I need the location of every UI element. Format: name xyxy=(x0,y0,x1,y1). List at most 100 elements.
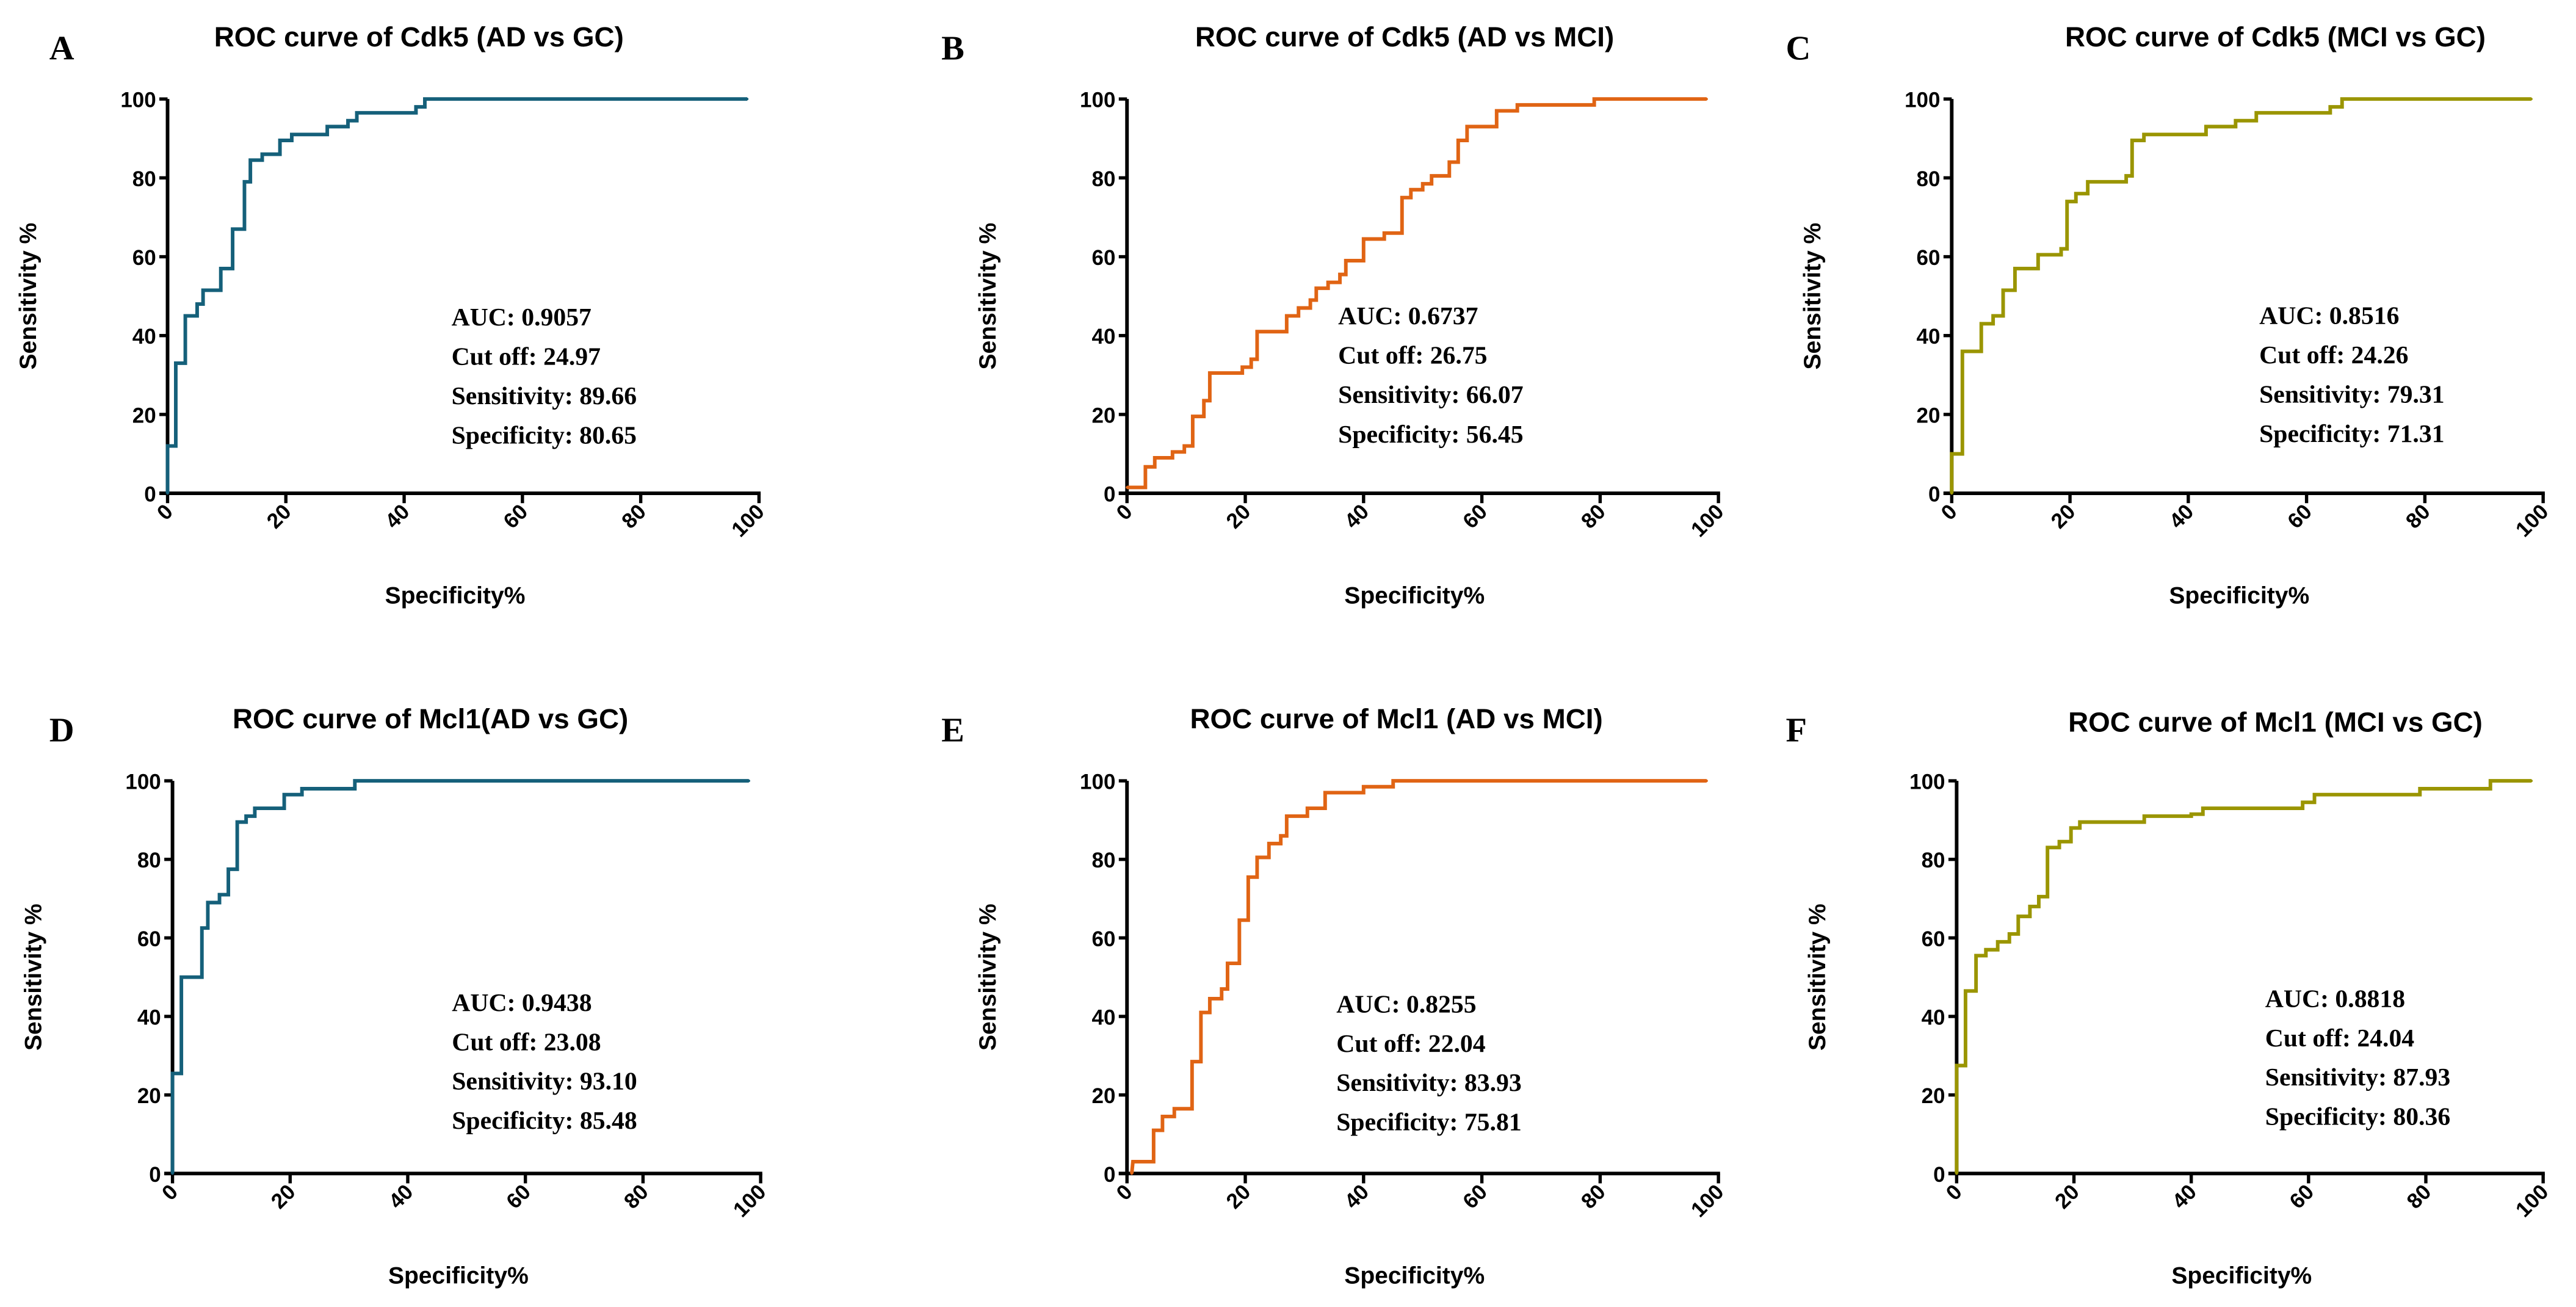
roc-point xyxy=(174,444,178,447)
x-tick-label: 80 xyxy=(1577,499,1610,533)
roc-point xyxy=(2017,914,2020,918)
roc-point xyxy=(278,139,281,142)
roc-point xyxy=(226,867,230,871)
x-tick-label: 60 xyxy=(499,499,532,533)
roc-point xyxy=(1238,919,1241,922)
y-tick-label: 20 xyxy=(137,1084,161,1108)
roc-point xyxy=(325,125,329,128)
roc-point xyxy=(2340,98,2343,101)
stat-annotation: Cut off: 24.26 xyxy=(2259,341,2408,369)
roc-point xyxy=(1984,948,1988,951)
x-tick-label: 80 xyxy=(1577,1180,1610,1214)
roc-point xyxy=(1246,875,1250,878)
x-tick-label: 0 xyxy=(1112,499,1137,524)
x-tick-label: 0 xyxy=(157,1180,183,1205)
y-tick-label: 40 xyxy=(132,325,156,349)
y-tick-label: 80 xyxy=(132,167,156,191)
roc-point xyxy=(1199,1060,1203,1063)
roc-point xyxy=(2074,192,2077,195)
roc-point xyxy=(253,814,256,818)
roc-point xyxy=(195,302,199,306)
roc-point xyxy=(1203,399,1206,402)
stat-annotation: Cut off: 24.04 xyxy=(2265,1024,2415,1052)
roc-point xyxy=(2201,813,2205,816)
roc-point xyxy=(2074,200,2077,203)
roc-point xyxy=(261,153,264,156)
roc-point xyxy=(1306,814,1309,818)
roc-point xyxy=(2419,793,2422,796)
roc-point xyxy=(2190,813,2193,816)
stat-annotation: Specificity: 80.65 xyxy=(452,422,637,450)
x-tick-label: 40 xyxy=(2168,1180,2201,1214)
roc-point xyxy=(1306,806,1309,810)
roc-point xyxy=(355,111,358,114)
y-tick-label: 0 xyxy=(1933,1163,1945,1187)
x-tick-label: 100 xyxy=(2511,1180,2553,1222)
roc-point xyxy=(2028,914,2031,918)
roc-point xyxy=(2058,840,2061,843)
roc-point xyxy=(2234,125,2237,128)
stat-annotation: AUC: 0.6737 xyxy=(1338,302,1478,330)
roc-point xyxy=(1208,371,1212,375)
roc-point xyxy=(2204,133,2208,136)
roc-point xyxy=(1996,940,1999,943)
roc-point xyxy=(1326,281,1330,284)
roc-point xyxy=(2086,180,2089,183)
roc-point xyxy=(219,267,222,270)
roc-panel-f: F ROC curve of Mcl1 (MCI vs GC) 0 20 40 60 80 1… xyxy=(1785,706,2553,1289)
roc-point xyxy=(1256,875,1259,878)
x-tick-label: 80 xyxy=(620,1180,653,1214)
x-tick-label: 60 xyxy=(2283,499,2317,533)
roc-point xyxy=(2046,846,2049,849)
stat-annotation: Sensitivity: 83.93 xyxy=(1336,1069,1522,1097)
roc-point xyxy=(2046,895,2049,898)
roc-point xyxy=(353,787,356,791)
roc-point xyxy=(1190,1060,1193,1063)
roc-point xyxy=(1220,997,1223,1001)
roc-point xyxy=(1315,299,1318,302)
chart-title: ROC curve of Mcl1 (MCI vs GC) xyxy=(2068,706,2483,737)
stat-annotation: AUC: 0.9057 xyxy=(452,303,592,331)
x-axis-label: Specificity% xyxy=(388,1263,529,1289)
roc-point xyxy=(174,361,178,365)
roc-point xyxy=(1267,856,1270,859)
x-axis-label: Specificity% xyxy=(1344,1263,1485,1289)
y-axis-label: Sensitivity % xyxy=(1800,223,1826,370)
roc-point xyxy=(1256,856,1259,859)
x-tick-label: 20 xyxy=(262,499,296,533)
roc-point xyxy=(2037,905,2041,908)
roc-point xyxy=(1421,182,1424,186)
roc-point xyxy=(414,105,418,109)
y-tick-label: 60 xyxy=(1922,927,1945,951)
x-tick-label: 20 xyxy=(2046,499,2080,533)
stat-annotation: Cut off: 23.08 xyxy=(452,1028,601,1056)
roc-point xyxy=(2329,105,2332,109)
roc-point xyxy=(1285,314,1288,317)
roc-point xyxy=(1309,299,1312,302)
roc-point xyxy=(2313,801,2316,804)
roc-point xyxy=(2036,253,2039,256)
roc-point xyxy=(249,180,252,183)
roc-point xyxy=(1961,452,1964,455)
roc-point xyxy=(1705,98,1708,101)
y-tick-label: 20 xyxy=(132,404,156,427)
roc-point xyxy=(2066,247,2069,250)
roc-point xyxy=(2143,139,2146,142)
y-axis-label: Sensitivity % xyxy=(15,223,42,370)
y-tick-label: 20 xyxy=(1092,1084,1116,1108)
roc-point xyxy=(1267,842,1270,845)
stat-annotation: AUC: 0.9438 xyxy=(452,989,592,1017)
roc-point xyxy=(1392,785,1395,788)
x-axis-label: Specificity% xyxy=(2169,582,2309,609)
roc-point xyxy=(2255,111,2258,114)
roc-point xyxy=(2313,793,2316,796)
x-tick-label: 80 xyxy=(2402,1180,2436,1214)
y-tick-label: 100 xyxy=(120,89,156,112)
chart-title: ROC curve of Mcl1(AD vs GC) xyxy=(233,703,628,734)
roc-point xyxy=(1220,987,1223,991)
stat-annotation: Cut off: 24.97 xyxy=(452,343,601,371)
stat-annotation: Specificity: 71.31 xyxy=(2259,420,2444,448)
roc-point xyxy=(1344,259,1347,262)
roc-point xyxy=(1285,814,1288,818)
roc-point xyxy=(1326,287,1330,290)
